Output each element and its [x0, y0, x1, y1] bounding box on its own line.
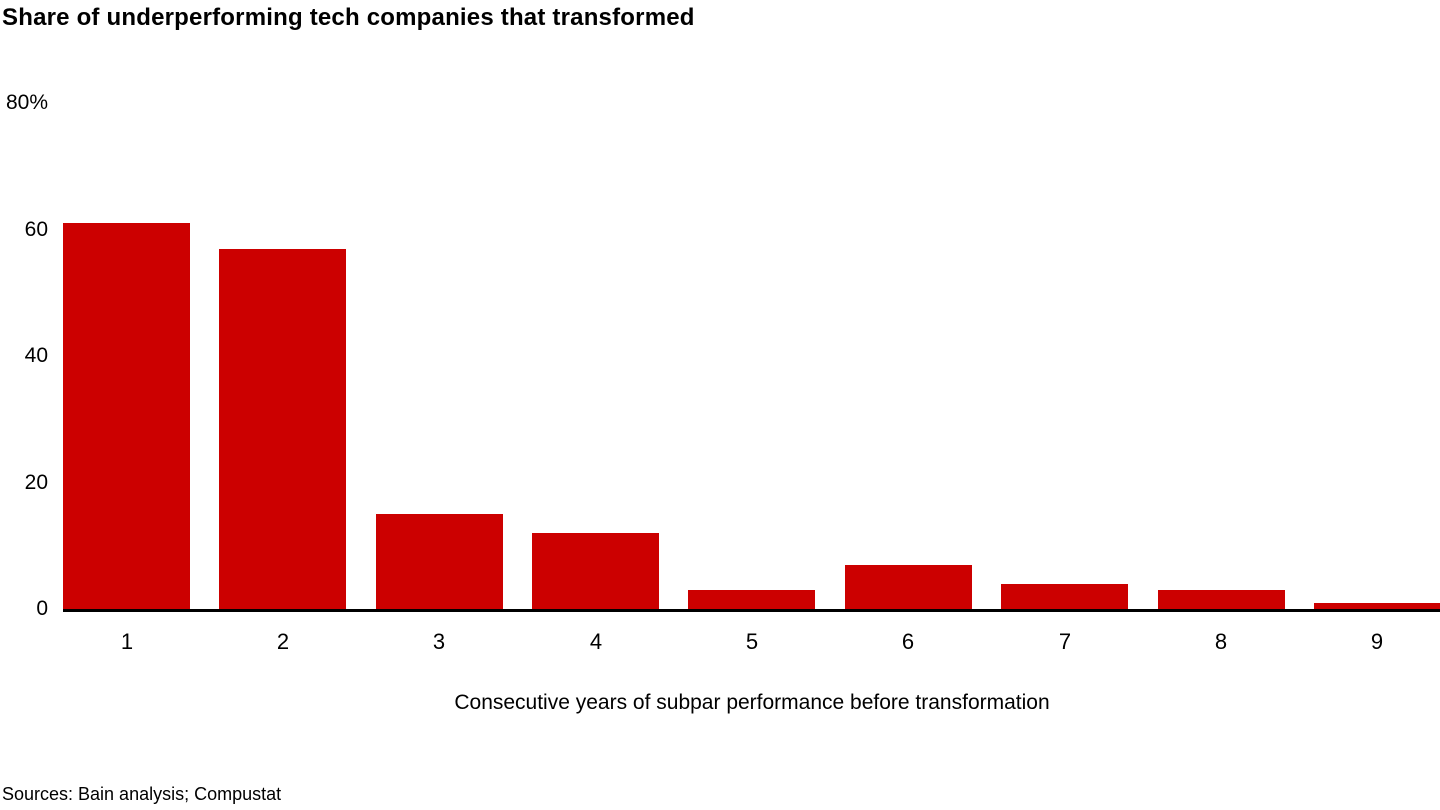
bar — [1001, 584, 1128, 609]
bar — [376, 514, 503, 609]
bar — [532, 533, 659, 609]
x-tick-label: 1 — [120, 629, 134, 654]
y-tick-label: 0 — [36, 597, 48, 620]
bar — [63, 223, 190, 609]
x-axis-title: Consecutive years of subpar performance … — [454, 691, 1050, 714]
x-tick-label: 5 — [745, 629, 759, 654]
x-tick-label: 8 — [1214, 629, 1228, 654]
chart-title: Share of underperforming tech companies … — [2, 4, 695, 31]
bar — [1158, 590, 1285, 609]
y-tick-label: 40 — [24, 344, 48, 367]
sources-note: Sources: Bain analysis; Compustat — [2, 784, 282, 804]
bar — [1314, 603, 1440, 609]
bar — [845, 565, 972, 609]
bar — [688, 590, 815, 609]
x-tick-label: 3 — [432, 629, 446, 654]
x-tick-label: 4 — [589, 629, 603, 654]
x-tick-label: 2 — [276, 629, 290, 654]
y-tick-label: 80% — [5, 91, 48, 114]
x-tick-label: 7 — [1058, 629, 1072, 654]
bar — [219, 249, 346, 609]
x-tick-label: 6 — [901, 629, 915, 654]
y-tick-label: 20 — [24, 471, 48, 494]
y-tick-label: 60 — [24, 218, 48, 241]
x-axis-line — [63, 609, 1440, 612]
x-tick-label: 9 — [1370, 629, 1384, 654]
